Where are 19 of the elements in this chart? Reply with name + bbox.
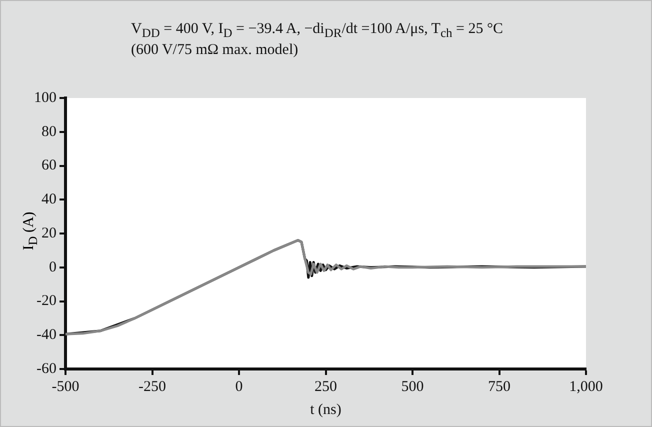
y-tick-label: -20 (36, 293, 56, 310)
y-tick-label: 60 (42, 158, 56, 174)
x-tick-label: 750 (488, 378, 510, 395)
y-tick-label: -60 (36, 360, 56, 377)
y-tick-label: 0 (49, 259, 56, 276)
chart-subtitle: (600 V/75 mΩ max. model) (131, 42, 300, 59)
x-axis-title: t (ns) (310, 402, 342, 418)
x-tick-label: 250 (314, 378, 337, 395)
x-tick-label: -250 (138, 378, 166, 395)
x-tick-label: 1,000 (569, 378, 603, 395)
chart-title: V$_{DD}$ = 400 V, I$_{D}$ = −39.4 A, −di$_{DR}$/dt =100 A/μs, T$_{ch}$ = 25 °C (131, 21, 503, 40)
y-tick-label: 20 (42, 225, 56, 242)
x-tick-label: -500 (52, 378, 80, 395)
x-tick-label: 500 (401, 378, 424, 395)
y-tick-label: 40 (42, 192, 56, 208)
y-tick-label: 100 (34, 90, 56, 106)
y-tick-label: 80 (42, 124, 56, 140)
x-tick-label: 0 (235, 378, 243, 395)
y-tick-label: -40 (36, 327, 56, 344)
